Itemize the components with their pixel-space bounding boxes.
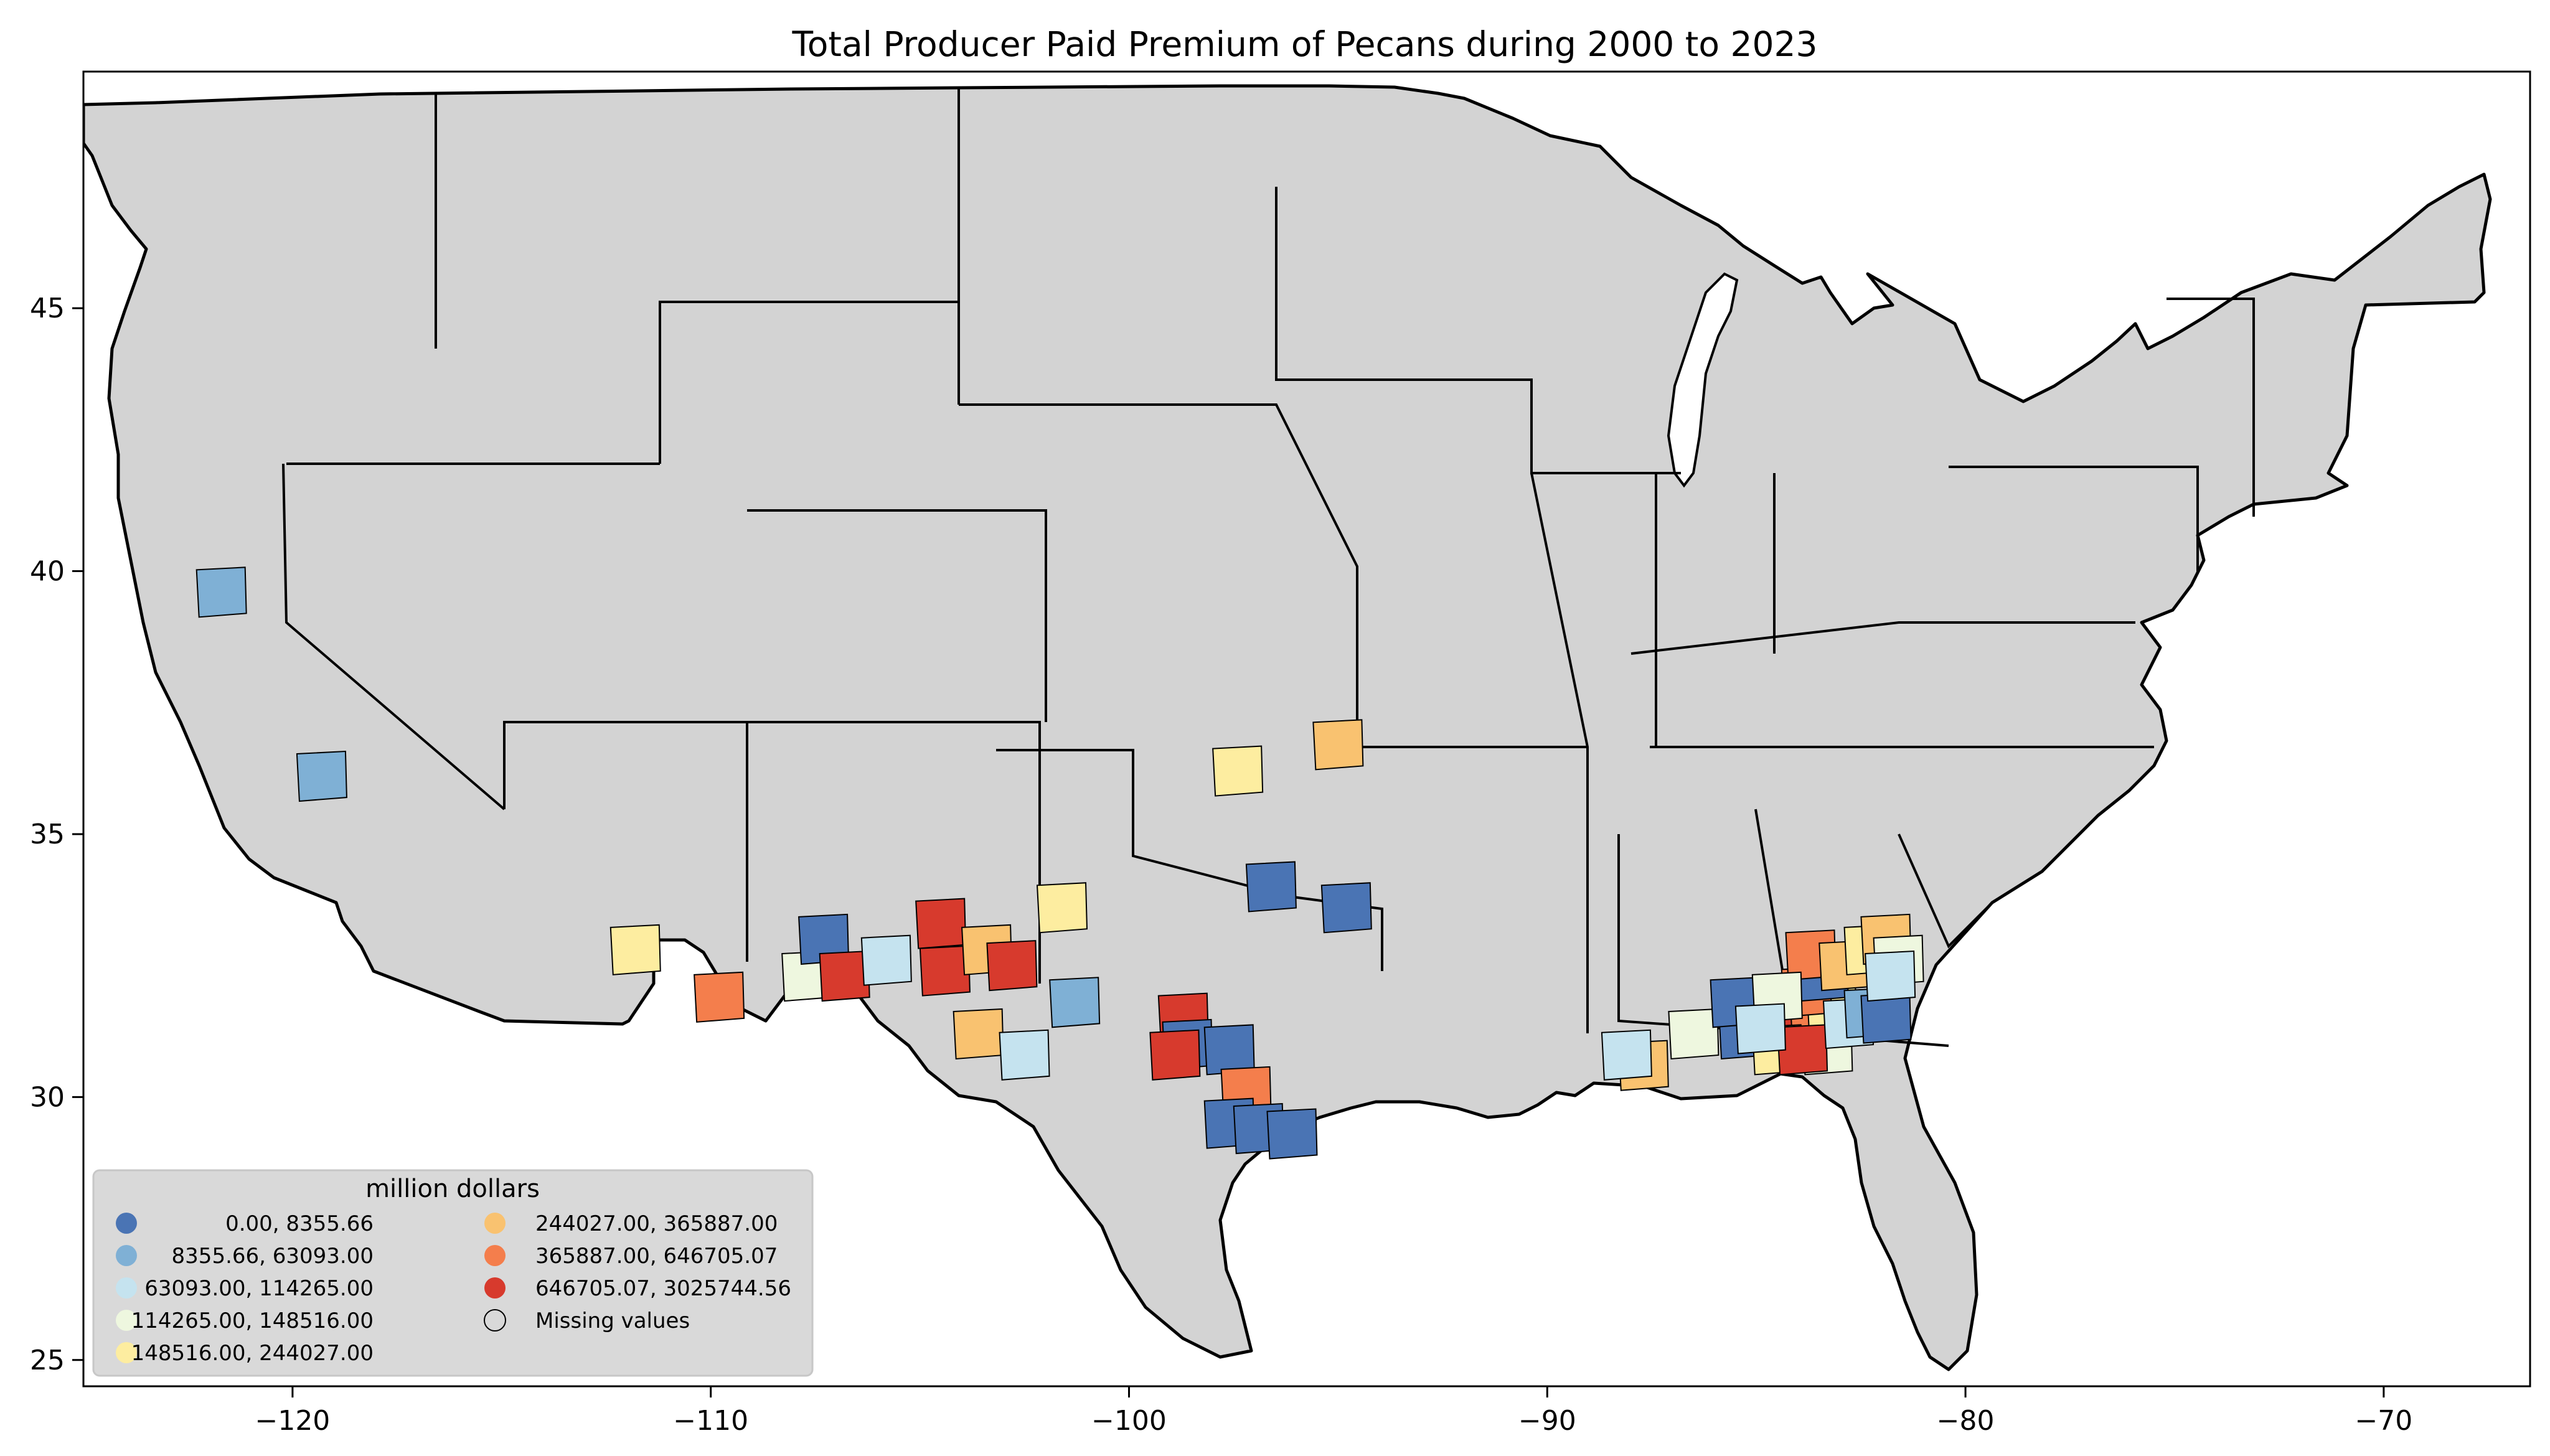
legend-swatch bbox=[116, 1342, 137, 1363]
county-region bbox=[1734, 1003, 1786, 1054]
county-region bbox=[1601, 1029, 1652, 1081]
y-tick-label: 25 bbox=[30, 1345, 65, 1376]
legend-box bbox=[92, 1169, 814, 1377]
y-tick-label: 40 bbox=[30, 556, 65, 588]
legend-item-label: Missing values bbox=[535, 1308, 690, 1333]
county-region bbox=[915, 898, 967, 949]
chart-title: Total Producer Paid Premium of Pecans du… bbox=[792, 24, 1818, 64]
county-region bbox=[1203, 1024, 1255, 1076]
legend: million dollars 0.00, 8355.66 8355.66, 63… bbox=[92, 1169, 814, 1377]
county-region bbox=[694, 971, 745, 1023]
legend-item-label: 63093.00, 114265.00 bbox=[144, 1276, 374, 1301]
state-boundaries bbox=[282, 87, 2255, 1047]
legend-item-label: 244027.00, 365887.00 bbox=[535, 1211, 778, 1236]
legend-swatch bbox=[484, 1309, 506, 1332]
county-region bbox=[999, 1029, 1050, 1081]
legend-item-label: 0.00, 8355.66 bbox=[225, 1211, 374, 1236]
county-region bbox=[919, 945, 971, 997]
x-tick-label: −80 bbox=[1937, 1405, 1995, 1437]
county-region bbox=[1312, 719, 1364, 771]
county-region bbox=[1777, 1024, 1828, 1076]
county-region bbox=[1245, 861, 1297, 913]
y-axis: 45 40 35 30 25 bbox=[30, 293, 83, 1376]
county-region bbox=[860, 934, 912, 986]
county-region bbox=[195, 566, 247, 618]
legend-item-label: 114265.00, 148516.00 bbox=[131, 1308, 374, 1333]
x-axis: −120 −110 −100 −90 −80 −70 bbox=[255, 1386, 2412, 1437]
county-region bbox=[1320, 882, 1372, 934]
legend-item-label: 646705.07, 3025744.56 bbox=[535, 1276, 791, 1301]
county-region bbox=[819, 951, 870, 1002]
y-tick-label: 30 bbox=[30, 1081, 65, 1113]
x-tick-label: −90 bbox=[1518, 1405, 1576, 1437]
legend-swatch bbox=[484, 1245, 506, 1266]
y-tick-label: 45 bbox=[30, 293, 65, 324]
us-outline bbox=[83, 84, 2492, 1371]
legend-item-label: 8355.66, 63093.00 bbox=[172, 1244, 374, 1269]
legend-swatch bbox=[116, 1245, 137, 1266]
county-region bbox=[609, 924, 661, 975]
county-region bbox=[1212, 745, 1264, 797]
county-region bbox=[1266, 1108, 1318, 1160]
legend-item-label: 365887.00, 646705.07 bbox=[535, 1244, 778, 1269]
county-region bbox=[296, 750, 347, 802]
county-region bbox=[1036, 882, 1088, 934]
legend-swatch bbox=[484, 1277, 506, 1299]
legend-items: 0.00, 8355.66 8355.66, 63093.00 63093.00, … bbox=[116, 1211, 791, 1366]
legend-title: million dollars bbox=[365, 1175, 540, 1203]
x-tick-label: −110 bbox=[673, 1405, 748, 1437]
county-region bbox=[1865, 951, 1916, 1002]
legend-swatch bbox=[116, 1213, 137, 1234]
x-tick-label: −100 bbox=[1091, 1405, 1167, 1437]
legend-swatch bbox=[116, 1310, 137, 1331]
county-region bbox=[1149, 1029, 1201, 1081]
county-region bbox=[1668, 1008, 1720, 1060]
county-region bbox=[986, 940, 1038, 992]
legend-swatch bbox=[116, 1277, 137, 1299]
great-lakes bbox=[1667, 272, 1739, 488]
county-region bbox=[1049, 977, 1101, 1028]
county-region bbox=[953, 1008, 1004, 1060]
y-tick-label: 35 bbox=[30, 819, 65, 850]
choropleth-regions bbox=[195, 566, 1924, 1160]
map-layer bbox=[83, 84, 2492, 1371]
plot-frame bbox=[82, 70, 2531, 1388]
legend-swatch bbox=[484, 1213, 506, 1234]
legend-item-label: 148516.00, 244027.00 bbox=[131, 1341, 374, 1366]
x-tick-label: −120 bbox=[255, 1405, 330, 1437]
x-tick-label: −70 bbox=[2355, 1405, 2412, 1437]
